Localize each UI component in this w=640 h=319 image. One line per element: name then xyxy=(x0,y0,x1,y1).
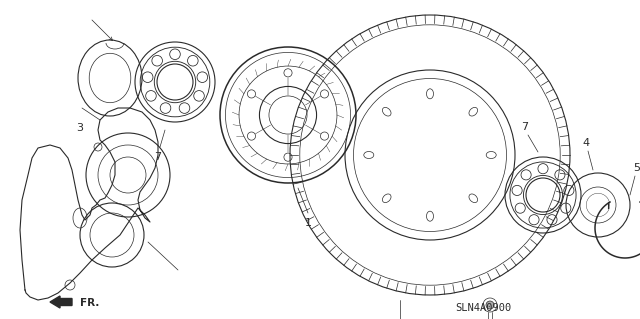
Text: 4: 4 xyxy=(582,138,589,148)
Circle shape xyxy=(486,301,494,309)
Text: 7: 7 xyxy=(522,122,529,132)
Text: SLN4A0900: SLN4A0900 xyxy=(455,303,511,313)
Text: 5: 5 xyxy=(634,163,640,173)
Text: 7: 7 xyxy=(154,152,161,162)
Text: 1: 1 xyxy=(305,218,312,228)
Text: 3: 3 xyxy=(77,123,83,133)
FancyArrow shape xyxy=(50,296,72,308)
Text: FR.: FR. xyxy=(80,298,99,308)
